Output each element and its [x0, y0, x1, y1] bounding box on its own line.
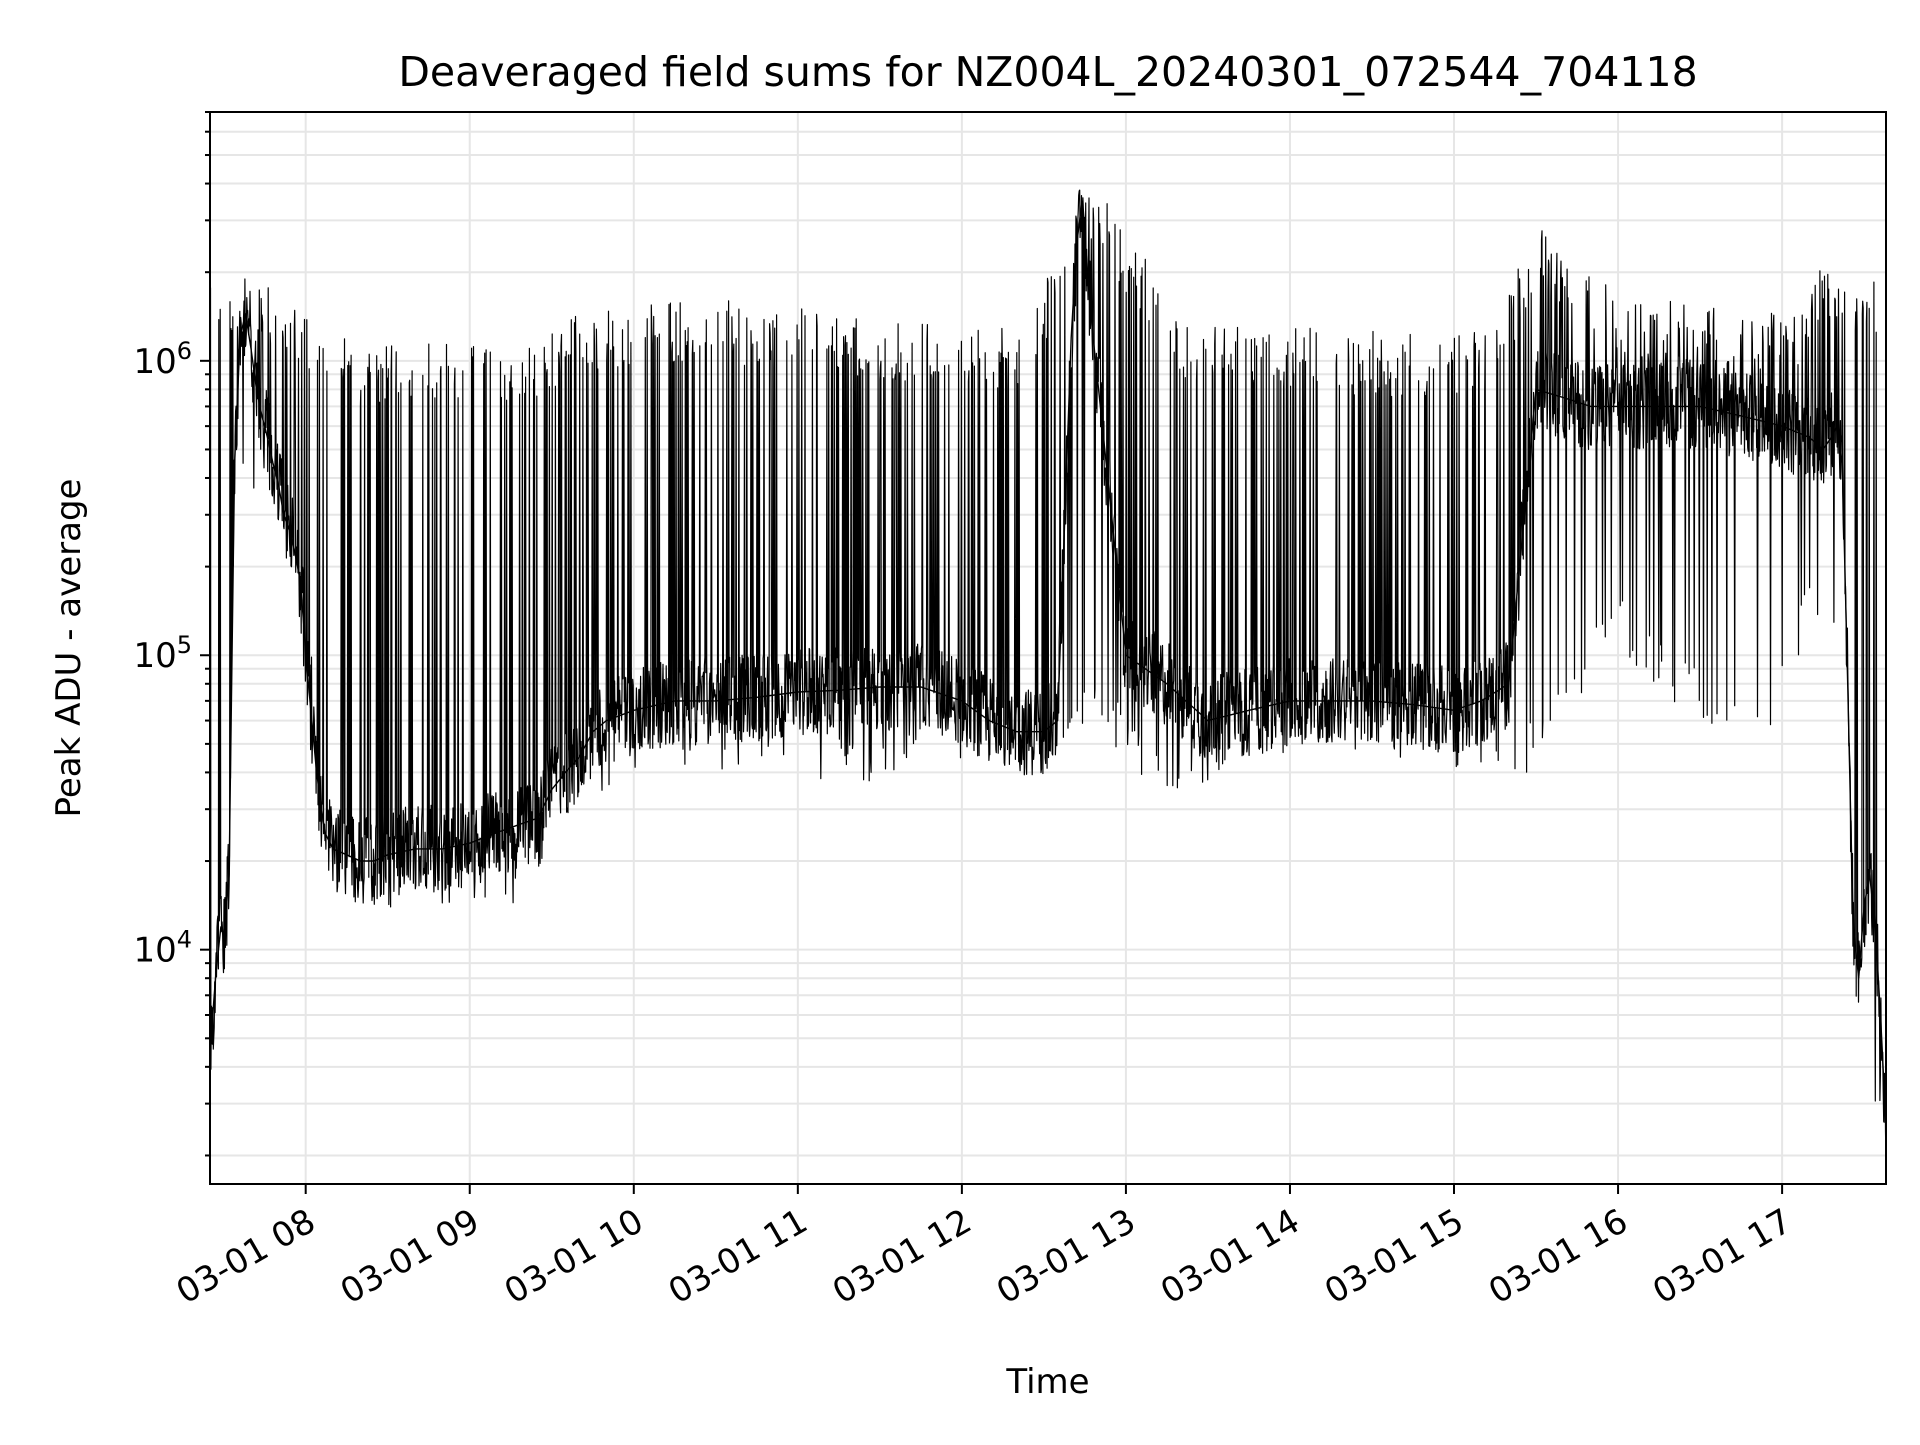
chart-title: Deaveraged field sums for NZ004L_2024030… — [398, 48, 1697, 96]
x-axis-label: Time — [1005, 1362, 1089, 1402]
series-line-baseline — [209, 200, 1887, 1127]
y-tick-label: 104 — [133, 926, 192, 971]
y-tick-base: 10 — [133, 636, 176, 676]
y-tick-base: 10 — [133, 931, 176, 971]
y-tick-label: 105 — [133, 631, 192, 676]
series-line — [209, 189, 1887, 1163]
y-tick-exponent: 4 — [177, 926, 192, 954]
y-tick-label: 106 — [133, 337, 192, 382]
y-tick-exponent: 6 — [177, 337, 192, 365]
y-tick-exponent: 5 — [177, 631, 192, 659]
series-layer — [209, 189, 1887, 1163]
plot-frame — [209, 111, 1887, 1185]
y-axis-label: Peak ADU - average — [49, 479, 89, 818]
y-tick-base: 10 — [133, 342, 176, 382]
